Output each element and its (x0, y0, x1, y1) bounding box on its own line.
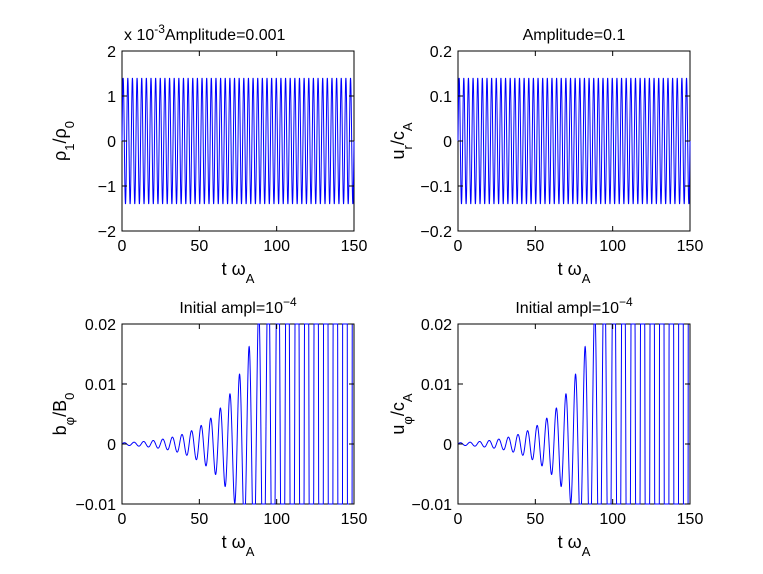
x-tick-label: 50 (190, 511, 208, 528)
y-tick-label: −0.01 (412, 497, 453, 514)
y-tick-label: 0 (107, 134, 116, 151)
x-tick-label: 150 (677, 511, 704, 528)
x-tick-label: 50 (526, 238, 544, 255)
x-tick-label: 100 (263, 511, 290, 528)
x-tick-label: 50 (526, 511, 544, 528)
y-axis-label: uφ/cA (388, 393, 415, 434)
data-series-line (457, 323, 690, 505)
y-tick-label: 1 (107, 89, 116, 106)
x-tick-label: 0 (454, 238, 463, 255)
axes-frame (457, 323, 691, 505)
x-tick-label: 150 (341, 238, 368, 255)
x-tick-label: 150 (677, 238, 704, 255)
y-tick-label: −1 (98, 179, 116, 196)
y-tick-label: 2 (107, 44, 116, 61)
x-axis-label: t ωA (558, 259, 591, 286)
x-axis-label: t ωA (558, 532, 591, 559)
y-tick-label: 0.02 (421, 317, 452, 334)
y-tick-label: −2 (98, 224, 116, 241)
x-tick-label: 50 (190, 238, 208, 255)
plot-title: Initial ampl=10−4 (515, 295, 633, 317)
data-series-line (457, 77, 691, 205)
plot-title: Initial ampl=10−4 (179, 295, 297, 317)
y-tick-label: 0.02 (85, 317, 116, 334)
y-axis-multiplier: x 10 (124, 27, 154, 44)
y-tick-label: −0.1 (420, 179, 452, 196)
y-axis-label: ur/cA (388, 122, 415, 159)
y-tick-label: 0 (443, 437, 452, 454)
data-series-line (121, 77, 355, 205)
y-tick-label: 0.1 (430, 89, 452, 106)
x-axis-label: t ωA (222, 532, 255, 559)
y-axis-label: bφ/B0 (50, 393, 77, 436)
y-tick-label: 0.01 (421, 377, 452, 394)
x-tick-label: 0 (118, 238, 127, 255)
plot-title: Amplitude=0.1 (523, 27, 626, 44)
plot-title: x 10-3Amplitude=0.001 (124, 22, 286, 44)
subplot-density: 0 50 100 150 −2 −1 0 1 2 t ωA ρ1/ρ0 x 10-3Amplitude… (50, 22, 367, 286)
x-tick-label: 150 (341, 511, 368, 528)
y-tick-label: 0 (107, 437, 116, 454)
y-tick-label: −0.01 (76, 497, 117, 514)
x-axis-label: t ωA (222, 259, 255, 286)
x-tick-label: 100 (599, 511, 626, 528)
x-tick-label: 100 (263, 238, 290, 255)
x-tick-label: 0 (454, 511, 463, 528)
y-tick-label: −0.2 (420, 224, 452, 241)
y-tick-label: 0.2 (430, 44, 452, 61)
axes-frame (121, 323, 355, 505)
y-tick-label: 0 (443, 134, 452, 151)
x-tick-label: 0 (118, 511, 127, 528)
subplot-radial-velocity: 0 50 100 150 −0.2 −0.1 0 0.1 0.2 t ωA ur/cA Amplitu… (388, 27, 703, 286)
data-series-line (121, 323, 354, 505)
y-axis-label: ρ1/ρ0 (50, 121, 77, 161)
y-tick-label: 0.01 (85, 377, 116, 394)
x-tick-label: 100 (599, 238, 626, 255)
